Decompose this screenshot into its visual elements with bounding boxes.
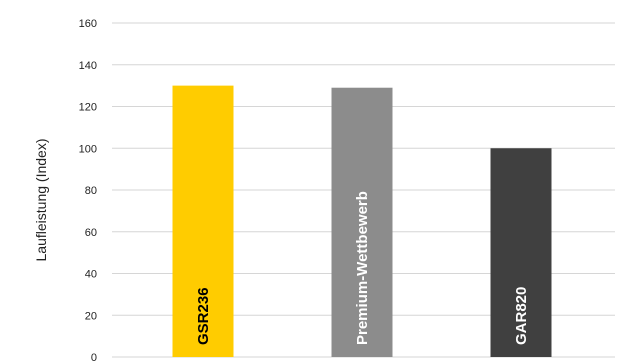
y-tick-label: 80: [85, 185, 97, 197]
y-tick-label: 120: [79, 102, 97, 114]
y-tick-label: 20: [85, 310, 97, 322]
bar-category-label: Premium-Wettbewerb: [354, 191, 371, 345]
bars: [172, 85, 552, 358]
y-tick-label: 40: [85, 269, 97, 281]
bar-category-label: GSR236: [195, 287, 212, 345]
y-tick-label: 0: [91, 352, 97, 363]
y-axis-label: Laufleistung (Index): [33, 139, 49, 262]
bar-gar820: [490, 148, 552, 357]
bar-labels: GSR236 Premium-Wettbewerb GAR820: [195, 191, 530, 345]
bar-premium-wettbewerb: [331, 87, 393, 358]
bar-gsr236: [172, 85, 234, 357]
bar-category-label: GAR820: [513, 287, 530, 345]
y-axis-ticks: 0 20 40 60 80 100 120 140 160: [79, 18, 97, 363]
y-tick-label: 140: [79, 60, 97, 72]
y-tick-label: 100: [79, 143, 97, 155]
y-tick-label: 60: [85, 227, 97, 239]
y-tick-label: 160: [79, 18, 97, 30]
